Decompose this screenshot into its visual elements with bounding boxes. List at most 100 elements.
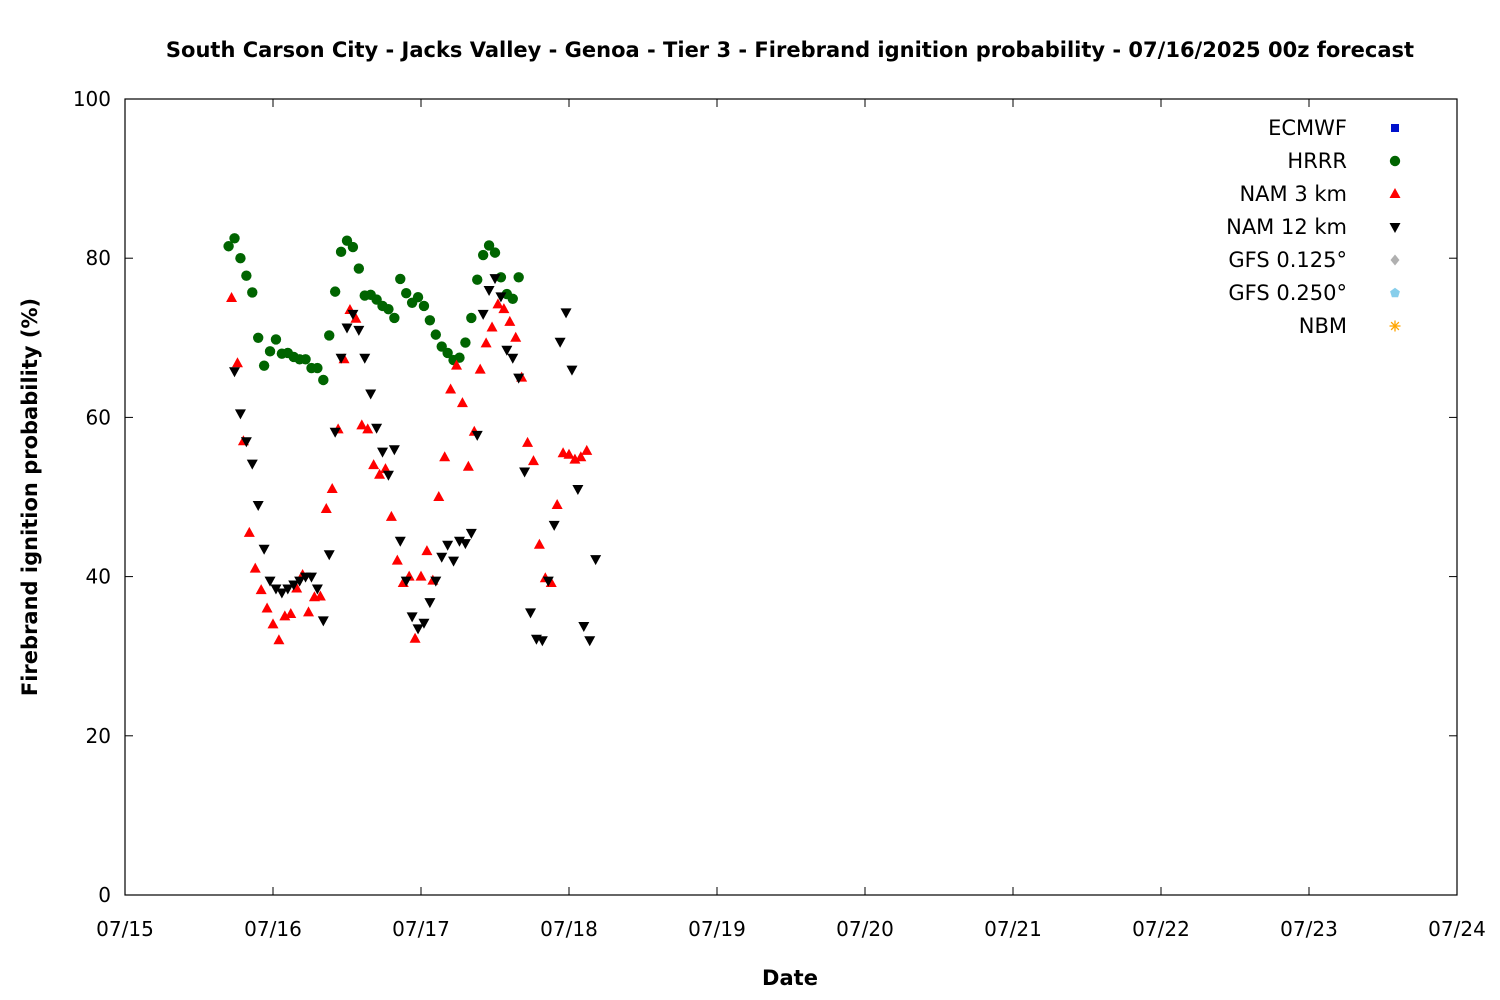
data-point-nam-3-km xyxy=(433,491,445,501)
legend-label-nam-3-km: NAM 3 km xyxy=(1239,182,1347,206)
x-tick-label: 07/15 xyxy=(96,917,154,941)
data-point-hrrr xyxy=(483,240,495,251)
x-tick-label: 07/16 xyxy=(244,917,302,941)
data-series xyxy=(223,233,602,647)
data-point-hrrr xyxy=(324,330,335,341)
data-point-nam-12-km xyxy=(554,337,566,348)
data-point-hrrr xyxy=(418,300,430,312)
data-point-nam-12-km xyxy=(483,286,495,297)
data-point-nam-12-km xyxy=(258,544,270,555)
data-point-hrrr xyxy=(264,346,276,357)
data-point-hrrr xyxy=(489,247,501,258)
data-point-nam-3-km xyxy=(243,526,255,537)
legend-label-hrrr: HRRR xyxy=(1287,149,1347,173)
data-point-hrrr xyxy=(395,273,406,285)
data-point-nam-12-km xyxy=(590,555,602,566)
data-point-nam-3-km xyxy=(391,554,403,565)
legend-marker-gfs-0-125 xyxy=(1390,254,1400,266)
data-point-hrrr xyxy=(329,286,341,297)
data-point-nam-12-km xyxy=(347,309,359,320)
data-point-nam-3-km xyxy=(551,498,563,509)
data-point-nam-3-km xyxy=(533,538,545,549)
data-point-hrrr xyxy=(318,374,329,386)
data-point-nam-12-km xyxy=(548,520,560,531)
data-point-nam-12-km xyxy=(418,618,430,629)
data-point-nam-12-km xyxy=(513,373,525,384)
legend-marker-ecmwf xyxy=(1391,124,1399,132)
data-point-nam-12-km xyxy=(560,308,572,319)
data-point-nam-12-km xyxy=(430,576,442,587)
data-point-hrrr xyxy=(513,272,524,283)
data-point-nam-12-km xyxy=(442,540,454,551)
y-tick-label: 80 xyxy=(86,246,111,270)
data-point-hrrr xyxy=(466,312,477,324)
data-point-nam-12-km xyxy=(329,427,341,438)
data-point-nam-12-km xyxy=(240,437,252,448)
data-point-hrrr xyxy=(424,315,436,326)
data-point-nam-3-km xyxy=(374,468,386,479)
data-point-nam-12-km xyxy=(365,389,377,400)
legend-label-gfs-0-250: GFS 0.250° xyxy=(1228,281,1347,305)
x-tick-label: 07/22 xyxy=(1132,917,1190,941)
data-point-nam-12-km xyxy=(335,353,347,364)
legend-label-nam-12-km: NAM 12 km xyxy=(1226,215,1347,239)
data-point-nam-3-km xyxy=(379,463,391,474)
legend-label-nbm: NBM xyxy=(1299,314,1347,338)
data-point-hrrr xyxy=(383,303,394,315)
data-point-hrrr xyxy=(229,233,240,244)
data-point-hrrr xyxy=(258,360,270,371)
x-tick-label: 07/19 xyxy=(688,917,746,941)
x-tick-label: 07/17 xyxy=(392,917,450,941)
data-point-nam-3-km xyxy=(314,590,326,601)
data-point-nam-3-km xyxy=(504,315,516,326)
data-point-nam-12-km xyxy=(252,500,264,511)
data-point-hrrr xyxy=(353,263,365,274)
data-point-hrrr xyxy=(300,354,311,365)
data-point-nam-3-km xyxy=(285,608,297,619)
chart-title: South Carson City - Jacks Valley - Genoa… xyxy=(166,38,1414,62)
data-point-hrrr xyxy=(460,337,471,348)
data-point-hrrr xyxy=(442,347,453,359)
data-point-nam-12-km xyxy=(489,274,501,285)
data-point-nam-12-km xyxy=(294,576,306,587)
legend-marker-hrrr xyxy=(1389,155,1401,167)
data-point-nam-3-km xyxy=(261,602,273,613)
data-point-nam-12-km xyxy=(371,423,383,434)
data-point-hrrr xyxy=(347,241,359,253)
series-nam-12-km xyxy=(229,274,602,647)
data-point-nam-12-km xyxy=(519,467,531,478)
data-point-hrrr xyxy=(507,293,518,304)
data-point-nam-3-km xyxy=(226,292,238,302)
legend: ECMWF HRRR NAM 3 km NAM 12 km GFS 0.125° GFS … xyxy=(1226,116,1401,338)
data-point-nam-3-km xyxy=(368,459,380,470)
data-point-nam-12-km xyxy=(229,367,241,378)
data-point-nam-3-km xyxy=(456,397,468,408)
data-point-nam-3-km xyxy=(527,455,539,466)
data-point-nam-12-km xyxy=(471,430,483,441)
data-point-nam-3-km xyxy=(498,303,510,314)
y-tick-label: 0 xyxy=(98,883,111,907)
data-point-nam-12-km xyxy=(584,636,596,647)
data-point-nam-12-km xyxy=(477,309,489,320)
data-point-nam-3-km xyxy=(362,423,374,434)
data-point-nam-12-km xyxy=(282,584,294,595)
x-axis-label: Date xyxy=(762,966,818,990)
data-point-hrrr xyxy=(430,329,441,340)
data-point-hrrr xyxy=(270,334,282,345)
data-point-nam-3-km xyxy=(249,562,261,573)
legend-label-ecmwf: ECMWF xyxy=(1268,116,1347,140)
data-point-nam-12-km xyxy=(394,536,406,547)
data-point-nam-12-km xyxy=(288,580,300,591)
data-point-nam-12-km xyxy=(323,550,335,561)
data-point-nam-12-km xyxy=(234,409,246,420)
data-point-hrrr xyxy=(235,253,246,264)
plot-frame xyxy=(124,98,1458,896)
data-point-nam-3-km xyxy=(575,451,587,462)
y-axis-label-group: Firebrand ignition probability (%) xyxy=(18,298,42,696)
data-point-nam-3-km xyxy=(581,444,593,455)
data-point-nam-12-km xyxy=(536,636,548,647)
data-point-hrrr xyxy=(454,352,465,363)
y-tick-label: 60 xyxy=(86,405,111,429)
y-tick-label: 20 xyxy=(86,724,111,748)
data-point-nam-12-km xyxy=(566,365,578,376)
